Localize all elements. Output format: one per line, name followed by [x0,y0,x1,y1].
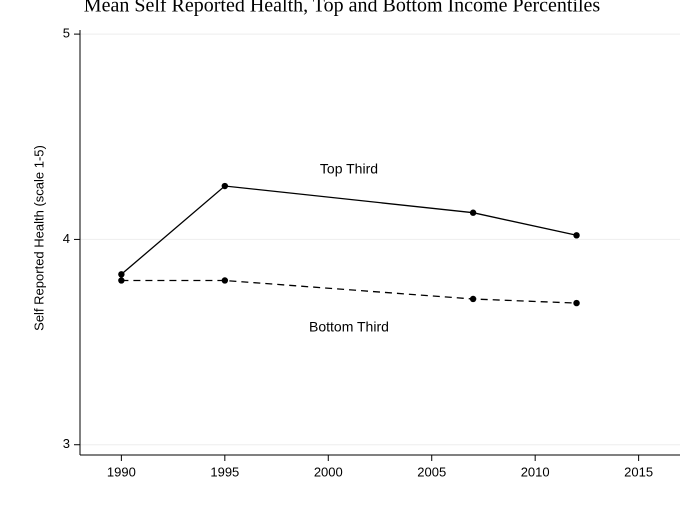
series-label-top-third: Top Third [320,160,378,176]
gridlines [80,33,680,446]
y-tick-label: 5 [63,26,70,41]
data-point-bottom-third [118,277,125,284]
y-tick-label: 4 [63,231,70,246]
x-tick-label: 1990 [107,464,136,479]
data-point-top-third [469,209,477,216]
data-point-bottom-third [469,295,477,303]
series-line-bottom-third [121,279,577,304]
y-tick-label: 3 [63,436,70,451]
data-point-top-third [118,271,125,278]
series-line-top-third [120,185,577,275]
data-point-top-third [221,182,229,190]
x-tick-label: 2005 [417,464,446,479]
data-point-bottom-third [221,277,229,284]
chart-title: Mean Self Reported Health, Top and Botto… [84,0,601,17]
y-axis-label: Self Reported Health (scale 1-5) [31,145,46,331]
axes: 3 4 5 1990 1995 2000 2005 2010 2015 [63,26,680,479]
series-label-bottom-third: Bottom Third [309,318,389,334]
x-tick-label: 1995 [210,464,239,479]
x-tick-label: 2010 [521,464,550,479]
x-tick-label: 2000 [314,464,343,479]
data-point-bottom-third [573,299,580,307]
data-point-top-third [573,232,580,239]
series-layer: Top Third Bottom Third [118,160,580,334]
x-tick-label: 2015 [624,464,653,479]
